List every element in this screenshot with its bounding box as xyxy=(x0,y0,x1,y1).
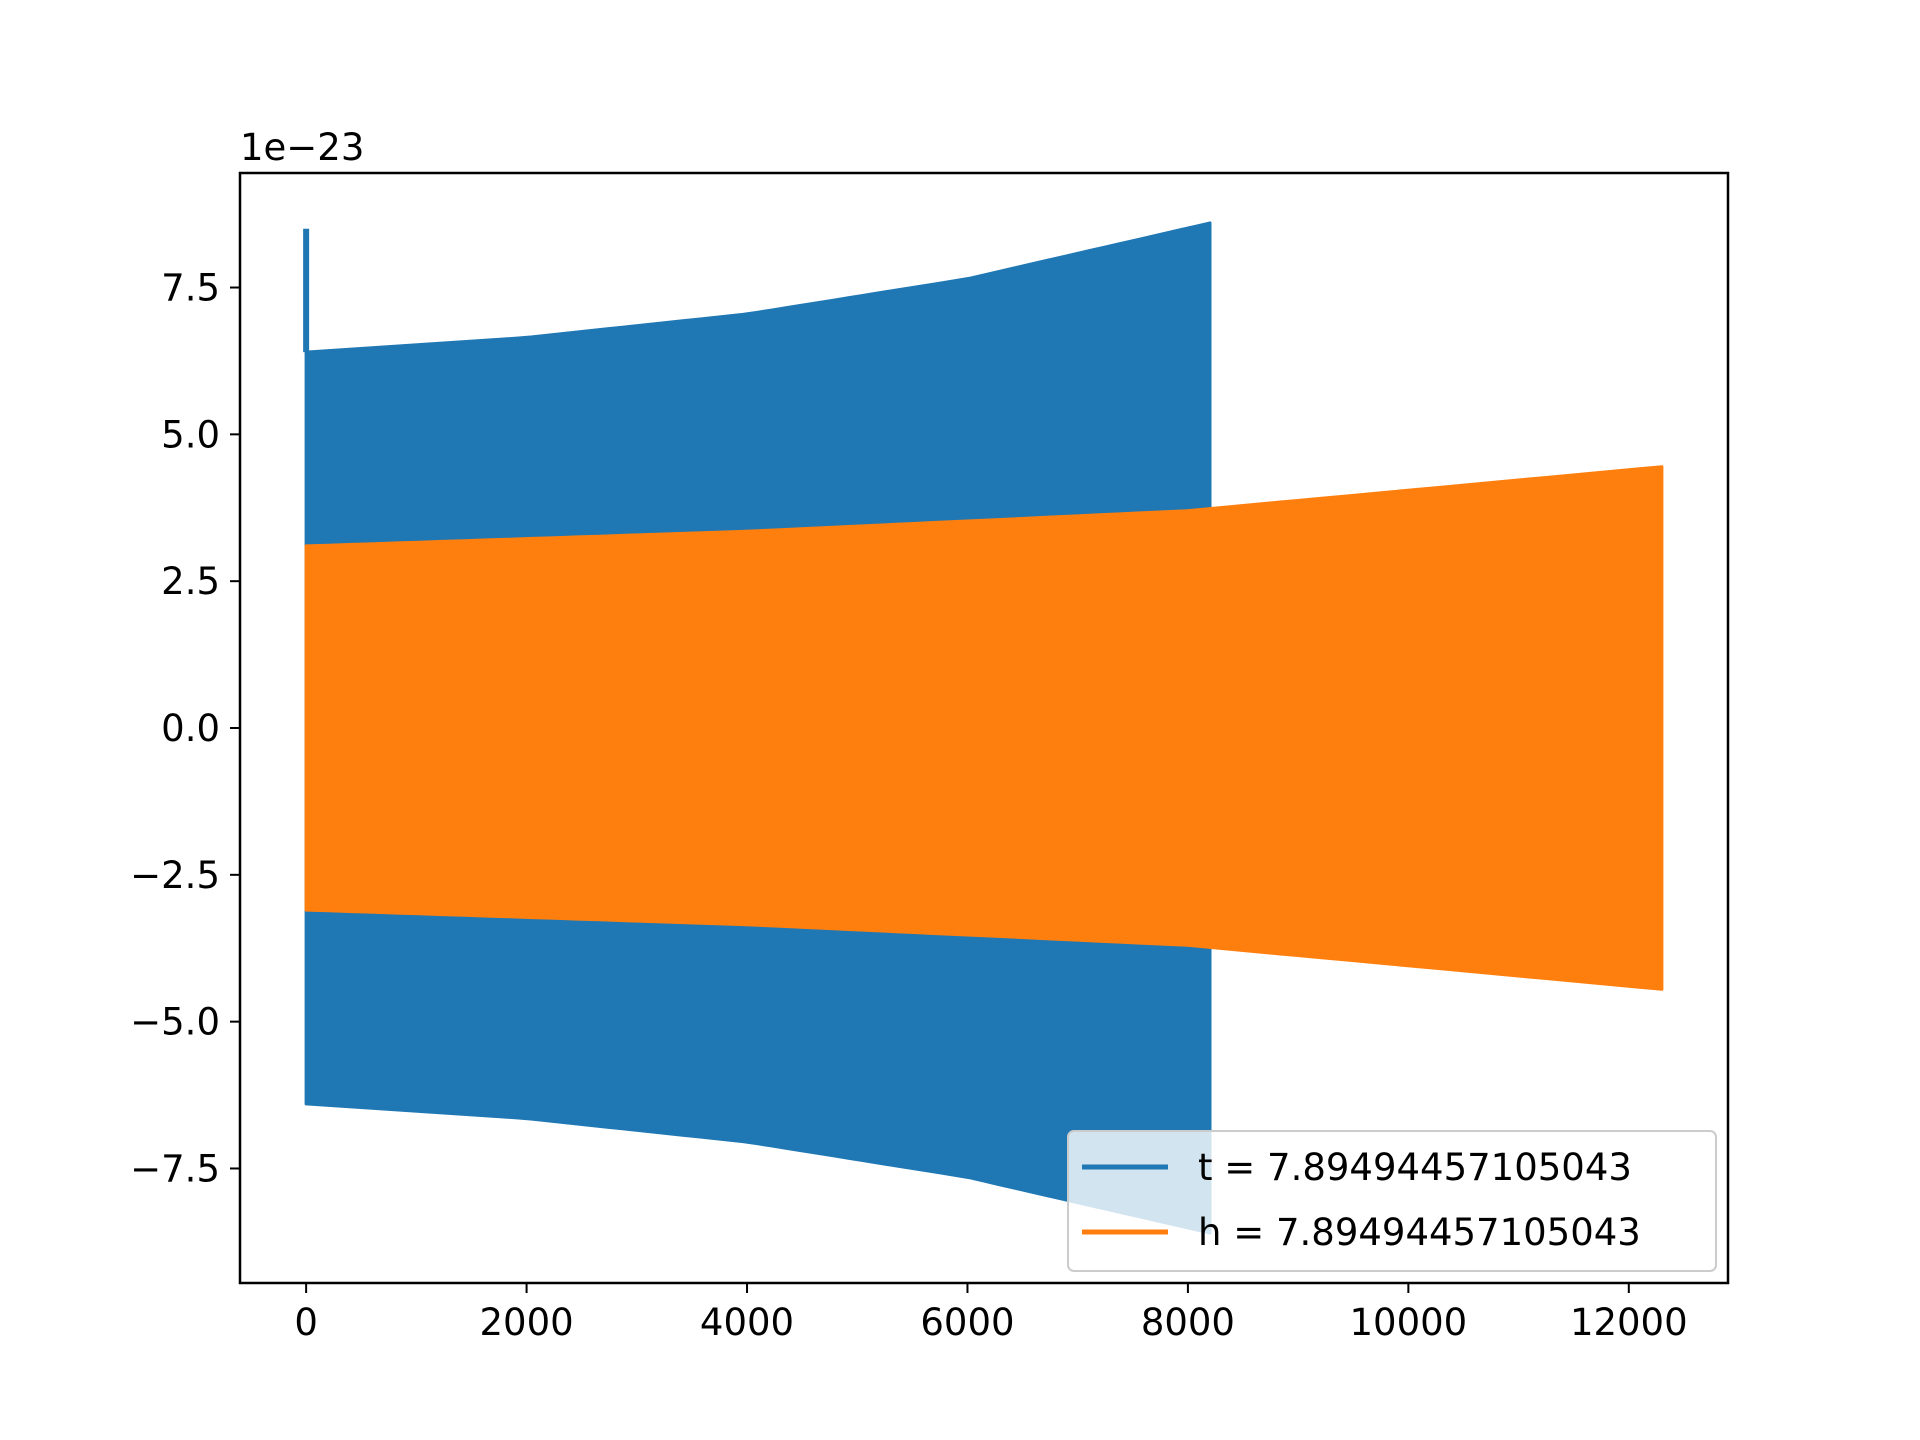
x-tick-label: 4000 xyxy=(700,1301,794,1344)
x-tick-label: 8000 xyxy=(1141,1301,1235,1344)
y-tick-label: 0.0 xyxy=(161,707,220,750)
x-tick-label: 2000 xyxy=(479,1301,573,1344)
y-tick-label: −7.5 xyxy=(130,1147,220,1190)
x-tick-label: 0 xyxy=(294,1301,318,1344)
y-tick-label: 2.5 xyxy=(161,560,220,603)
y-tick-label: −2.5 xyxy=(130,854,220,897)
y-axis-offset-label: 1e−23 xyxy=(240,126,364,169)
legend: t = 7.89494457105043 h = 7.89494457105043 xyxy=(1067,1130,1717,1272)
series-1-band xyxy=(304,465,1664,991)
y-tick-label: 5.0 xyxy=(161,413,220,456)
x-axis: 0 2000 4000 6000 8000 10000 12000 xyxy=(294,1283,1688,1344)
y-tick-label: 7.5 xyxy=(161,267,220,310)
x-tick-label: 10000 xyxy=(1350,1301,1468,1344)
legend-box xyxy=(1067,1130,1717,1272)
series-1 xyxy=(304,465,1664,991)
y-tick-label: −5.0 xyxy=(130,1001,220,1044)
x-tick-label: 6000 xyxy=(920,1301,1014,1344)
legend-label-1: h = 7.89494457105043 xyxy=(1198,1211,1641,1254)
x-tick-label: 12000 xyxy=(1570,1301,1688,1344)
legend-label-0: t = 7.89494457105043 xyxy=(1198,1146,1632,1189)
y-axis: −7.5 −5.0 −2.5 0.0 2.5 5.0 7.5 xyxy=(130,267,240,1190)
